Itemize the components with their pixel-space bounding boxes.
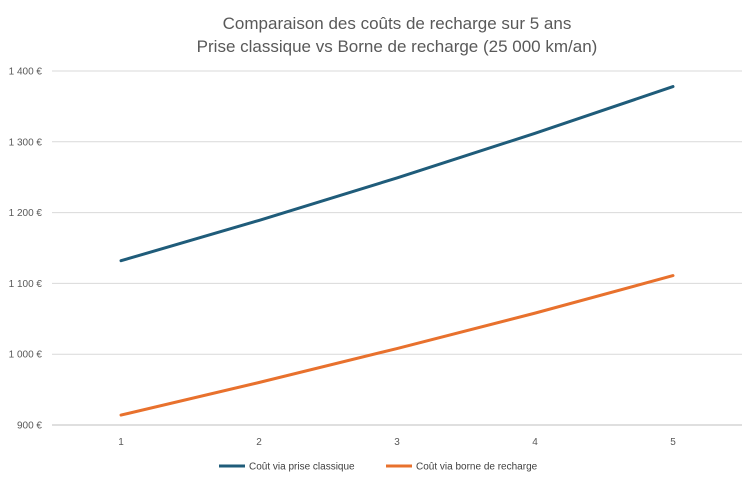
legend-label: Coût via prise classique bbox=[249, 462, 355, 473]
y-tick-label: 1 200 € bbox=[9, 208, 43, 219]
series-line-2 bbox=[119, 274, 675, 417]
x-tick-label: 1 bbox=[118, 437, 124, 448]
legend-label: Coût via borne de recharge bbox=[416, 462, 538, 473]
grid-lines bbox=[52, 70, 742, 426]
chart-title: Comparaison des coûts de recharge sur 5 … bbox=[223, 14, 572, 33]
series-lines bbox=[119, 85, 675, 417]
x-tick-label: 2 bbox=[256, 437, 262, 448]
chart-subtitle: Prise classique vs Borne de recharge (25… bbox=[197, 37, 598, 56]
x-tick-label: 3 bbox=[394, 437, 400, 448]
x-tick-label: 5 bbox=[670, 437, 676, 448]
y-tick-label: 1 300 € bbox=[9, 137, 43, 148]
y-tick-label: 1 400 € bbox=[9, 67, 43, 78]
x-tick-label: 4 bbox=[532, 437, 538, 448]
x-axis-ticks: 1 2 3 4 5 bbox=[118, 437, 676, 448]
y-tick-label: 900 € bbox=[17, 421, 42, 432]
series-line-1 bbox=[119, 85, 675, 263]
y-axis-ticks: 900 € 1 000 € 1 100 € 1 200 € 1 300 € 1 400 € bbox=[9, 67, 43, 432]
legend: Coût via prise classique Coût via borne d… bbox=[219, 462, 538, 473]
y-tick-label: 1 000 € bbox=[9, 350, 43, 361]
y-tick-label: 1 100 € bbox=[9, 279, 43, 290]
